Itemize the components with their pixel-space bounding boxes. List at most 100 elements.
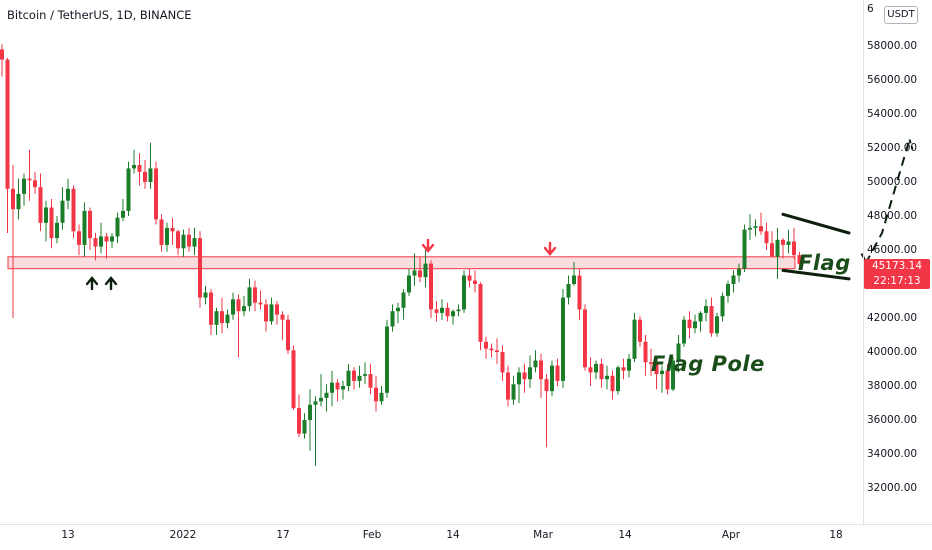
candle [220, 297, 224, 334]
chart-title: Bitcoin / TetherUS, 1D, BINANCE [7, 8, 192, 22]
candle [506, 365, 510, 407]
candle [66, 178, 70, 210]
candle [379, 386, 384, 405]
candle [599, 358, 604, 388]
price-tick-label: 54000.00 [867, 108, 918, 120]
price-tick-label: 48000.00 [867, 210, 918, 222]
candle [511, 375, 516, 405]
candle [517, 367, 521, 403]
candle [115, 212, 120, 244]
candle [291, 345, 296, 410]
price-axis-top-clip: 6 [867, 3, 874, 15]
candle [429, 260, 433, 318]
candle [324, 384, 329, 412]
flag-annotation: Flag [798, 251, 851, 275]
candle [242, 295, 246, 317]
candle [88, 207, 92, 250]
last-price-value: 45173.14 [871, 260, 923, 272]
candle [209, 289, 213, 335]
candle [176, 229, 180, 256]
candle [93, 233, 98, 261]
candle [385, 319, 389, 398]
candle [346, 363, 351, 392]
time-tick-label: Mar [533, 529, 553, 541]
candle [616, 365, 620, 395]
currency-button[interactable]: USDT [884, 6, 918, 24]
candle [627, 353, 631, 378]
candle [363, 362, 367, 385]
candle [742, 224, 747, 273]
candle [731, 270, 736, 293]
candle [16, 178, 21, 220]
price-tick-label: 56000.00 [867, 74, 918, 86]
candle [77, 224, 81, 256]
candle [286, 314, 290, 354]
candle [528, 355, 532, 388]
candle [27, 149, 32, 201]
candle [462, 270, 466, 313]
candle [748, 214, 752, 240]
candle [60, 187, 65, 230]
candle [165, 222, 169, 252]
candle [275, 301, 279, 325]
candle [797, 251, 802, 269]
support-arrow-up-icon [104, 276, 118, 291]
resistance-arrow-down-icon [421, 238, 435, 253]
time-tick-label: Feb [362, 529, 382, 541]
candle [555, 358, 560, 386]
candle [302, 413, 307, 439]
candle [258, 290, 263, 310]
candle [445, 302, 450, 322]
candle [781, 238, 785, 259]
price-tick-label: 36000.00 [867, 414, 918, 426]
price-tick-label: 58000.00 [867, 40, 918, 52]
candle [401, 289, 406, 320]
candle [148, 142, 153, 189]
time-tick-label: 17 [276, 529, 290, 541]
time-tick-label: Apr [721, 529, 741, 541]
candle [720, 292, 725, 322]
candle [269, 297, 274, 325]
candle [671, 357, 675, 392]
candle [99, 222, 103, 254]
candle [214, 307, 219, 335]
candle [374, 375, 378, 412]
time-tick-label: 2022 [169, 529, 197, 541]
candle [440, 299, 444, 320]
support-zone [7, 256, 796, 270]
candle [583, 304, 587, 371]
candle [621, 358, 626, 380]
candle [495, 338, 499, 364]
flag-lower-line [781, 268, 851, 281]
price-tick-label: 52000.00 [867, 142, 918, 154]
candle [764, 222, 769, 250]
candle [704, 299, 708, 322]
candle [225, 309, 230, 329]
candle [489, 343, 494, 358]
candle [297, 394, 301, 437]
candle [192, 227, 197, 256]
candle [236, 294, 241, 358]
candle [544, 374, 549, 448]
candle [605, 365, 609, 390]
candle [11, 165, 15, 318]
projection-path [864, 139, 911, 265]
price-tick-label: 50000.00 [867, 176, 918, 188]
candle [396, 302, 400, 324]
candle [143, 159, 147, 189]
candle [418, 256, 422, 283]
candle [770, 231, 774, 257]
candle [687, 311, 692, 339]
candle [561, 289, 565, 388]
candle [231, 292, 235, 320]
candle [484, 336, 488, 359]
candle [594, 360, 598, 380]
candle [423, 250, 428, 288]
candle [44, 200, 48, 242]
candle [638, 316, 642, 347]
candle [643, 335, 648, 376]
candle [49, 199, 54, 249]
candle [550, 360, 554, 397]
candle [412, 253, 417, 286]
